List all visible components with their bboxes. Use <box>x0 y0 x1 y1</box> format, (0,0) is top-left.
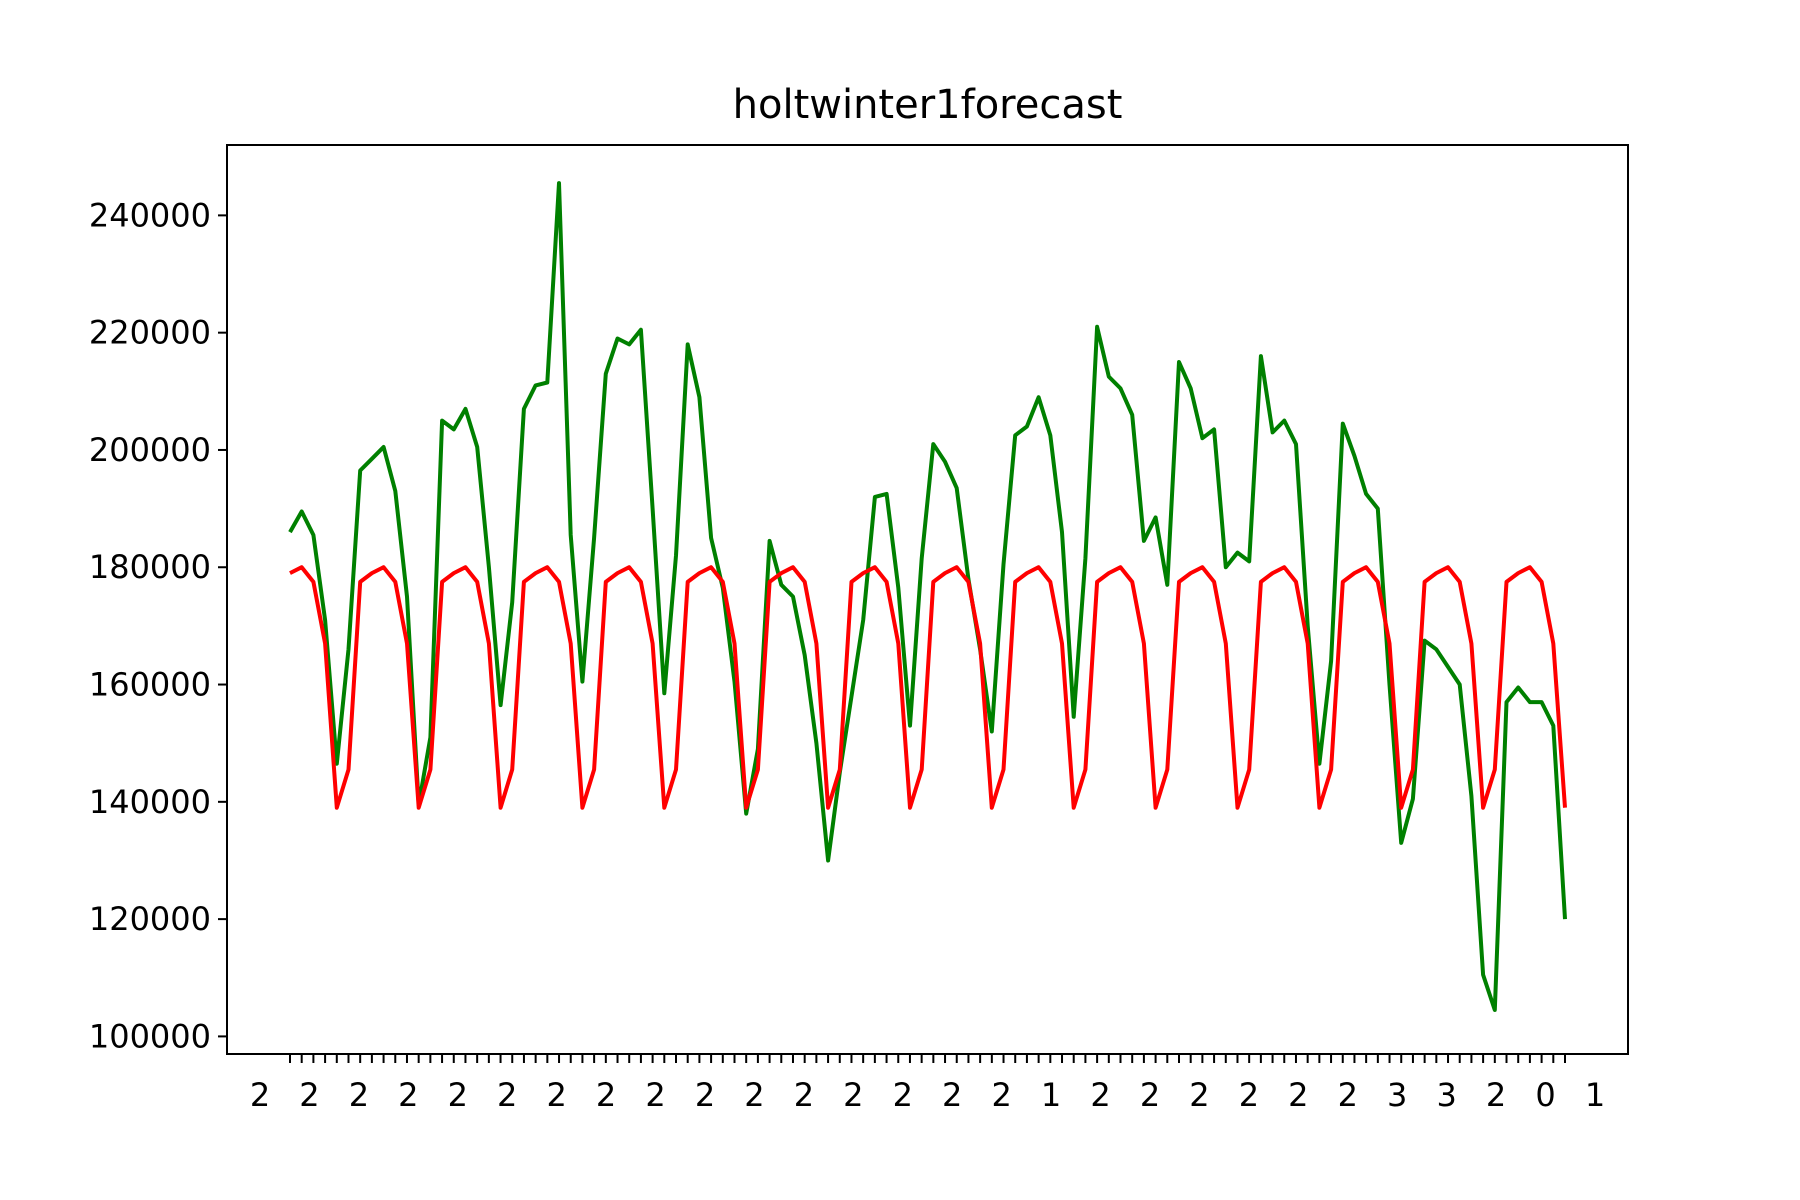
xtick-label: 2 <box>349 1076 369 1114</box>
xtick-label: 3 <box>1387 1076 1407 1114</box>
xtick-label: 0 <box>1535 1076 1555 1114</box>
xtick-label: 2 <box>1239 1076 1259 1114</box>
xtick-label: 1 <box>1585 1076 1605 1114</box>
y-axis-ticks: 100000 120000 140000 160000 180000 200000 2200… <box>89 196 227 1055</box>
plot-frame <box>226 144 1629 1055</box>
ytick-label: 120000 <box>89 900 211 938</box>
ytick-label: 240000 <box>89 196 211 234</box>
chart-title: holtwinter1forecast <box>733 82 1123 128</box>
xtick-label: 2 <box>645 1076 665 1114</box>
ytick-label: 200000 <box>89 431 211 469</box>
xtick-label: 2 <box>497 1076 517 1114</box>
xtick-label: 2 <box>398 1076 418 1114</box>
ytick-label: 180000 <box>89 548 211 586</box>
xtick-label: 2 <box>250 1076 270 1114</box>
xtick-label: 2 <box>893 1076 913 1114</box>
xtick-label: 2 <box>794 1076 814 1114</box>
xtick-label: 2 <box>1338 1076 1358 1114</box>
xtick-label: 2 <box>1090 1076 1110 1114</box>
xtick-label: 2 <box>843 1076 863 1114</box>
xtick-label: 2 <box>1140 1076 1160 1114</box>
xtick-label: 2 <box>1189 1076 1209 1114</box>
ytick-label: 140000 <box>89 783 211 821</box>
ytick-label: 220000 <box>89 314 211 352</box>
xtick-label: 2 <box>546 1076 566 1114</box>
xtick-label: 2 <box>596 1076 616 1114</box>
series-line-2 <box>289 565 1567 810</box>
series-line-1 <box>288 181 1567 1012</box>
xtick-label: 2 <box>744 1076 764 1114</box>
ytick-label: 160000 <box>89 666 211 704</box>
xtick-label: 2 <box>1486 1076 1506 1114</box>
ytick-label: 100000 <box>89 1017 211 1055</box>
xtick-label: 2 <box>1288 1076 1308 1114</box>
xtick-label: 2 <box>695 1076 715 1114</box>
xtick-label: 2 <box>991 1076 1011 1114</box>
series-layer <box>288 181 1567 1012</box>
xtick-label: 2 <box>448 1076 468 1114</box>
xtick-label: 2 <box>299 1076 319 1114</box>
xtick-label: 3 <box>1436 1076 1456 1114</box>
xtick-label: 1 <box>1041 1076 1061 1114</box>
xtick-label: 2 <box>942 1076 962 1114</box>
